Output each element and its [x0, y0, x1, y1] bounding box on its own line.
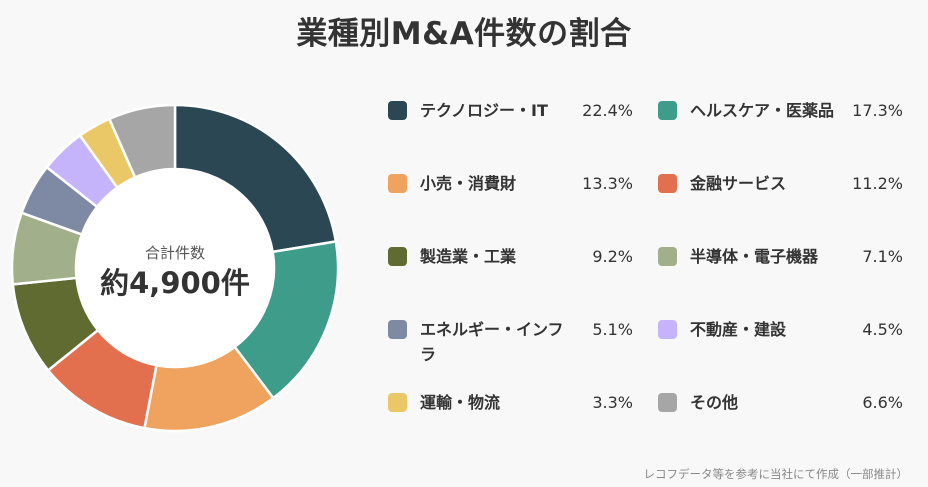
legend-swatch	[658, 174, 677, 193]
legend-item: その他 6.6%	[658, 390, 903, 415]
legend-value: 6.6%	[862, 393, 903, 412]
legend-swatch	[658, 320, 677, 339]
legend-label: ヘルスケア・医薬品	[690, 101, 835, 120]
legend-label: 半導体・電子機器	[690, 247, 819, 266]
legend-value: 7.1%	[862, 247, 903, 266]
legend-value: 17.3%	[852, 101, 903, 120]
legend-value: 4.5%	[862, 320, 903, 339]
legend-item: 金融サービス 11.2%	[658, 171, 903, 196]
legend-label: 不動産・建設	[690, 320, 787, 339]
legend-label: テクノロジー・IT	[420, 101, 548, 120]
legend-label: 金融サービス	[690, 174, 787, 193]
legend-label: 製造業・工業	[420, 247, 517, 266]
legend-swatch	[658, 247, 677, 266]
legend-item: 半導体・電子機器 7.1%	[658, 244, 903, 269]
legend-swatch	[658, 101, 677, 120]
legend-value: 22.4%	[582, 101, 633, 120]
legend-swatch	[388, 101, 407, 120]
donut-hole	[77, 170, 273, 366]
legend-value: 5.1%	[592, 320, 633, 339]
source-note: レコフデータ等を参考に当社にて作成（一部推計）	[643, 467, 909, 481]
legend-label: その他	[690, 393, 739, 412]
slice-0	[173, 103, 338, 254]
legend-item: 製造業・工業 9.2%	[388, 244, 633, 269]
center-label: 合計件数	[145, 244, 205, 262]
center-value: 約4,900件	[100, 266, 250, 300]
legend-item: テクノロジー・IT 22.4%	[388, 98, 633, 123]
legend-swatch	[658, 393, 677, 412]
legend-swatch	[388, 174, 407, 193]
legend-item: 小売・消費財 13.3%	[388, 171, 633, 196]
legend-label: エネルギー・インフラ	[420, 320, 564, 364]
legend-item: 運輸・物流 3.3%	[388, 390, 633, 415]
legend-item: 不動産・建設 4.5%	[658, 317, 903, 342]
legend-item: エネルギー・インフラ 5.1%	[388, 317, 633, 367]
legend-value: 11.2%	[852, 174, 903, 193]
legend-swatch	[388, 247, 407, 266]
legend-swatch	[388, 393, 407, 412]
legend-value: 3.3%	[592, 393, 633, 412]
donut-chart: 合計件数 約4,900件	[10, 103, 340, 433]
legend-swatch	[388, 320, 407, 339]
legend-label: 小売・消費財	[420, 174, 517, 193]
legend-value: 9.2%	[592, 247, 633, 266]
legend-value: 13.3%	[582, 174, 633, 193]
legend-label: 運輸・物流	[420, 393, 501, 412]
slice-9	[107, 103, 177, 180]
chart-title: 業種別M&A件数の割合	[296, 16, 632, 52]
legend-item: ヘルスケア・医薬品 17.3%	[658, 98, 903, 123]
